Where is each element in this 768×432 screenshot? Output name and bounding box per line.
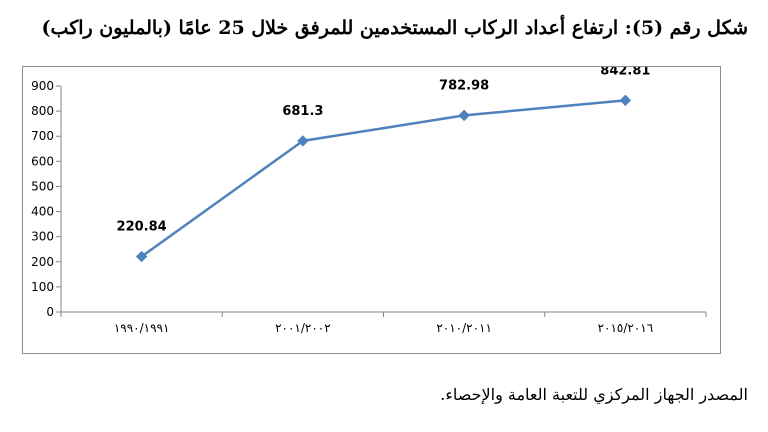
series-line [140, 99, 626, 258]
data-point-marker [619, 94, 632, 107]
data-label: 842.81 [600, 67, 650, 78]
chart-area: 0 100 200 300 400 500 600 700 800 900 ١٩٩٠/١٩٩١ ٢٠٠… [22, 63, 721, 354]
y-tick-label: 300 [31, 230, 54, 244]
y-tick-label: 600 [31, 154, 54, 168]
x-tick-label: ١٩٩٠/١٩٩١ [114, 321, 170, 335]
x-tick-label: ٢٠١٥/٢٠١٦ [598, 321, 654, 335]
source-note: المصدر الجهاز المركزي للتعبة العامة والإ… [440, 385, 748, 404]
y-tick-label: 900 [31, 79, 54, 93]
chart-title: شكل رقم (5): ارتفاع أعداد الركاب المستخد… [41, 17, 748, 39]
y-tick-label: 0 [46, 305, 54, 319]
y-tick-label: 500 [31, 179, 54, 193]
y-tick-label: 200 [31, 255, 54, 269]
line-chart: 0 100 200 300 400 500 600 700 800 900 ١٩٩٠/١٩٩١ ٢٠٠… [31, 63, 707, 335]
data-label: 681.3 [282, 104, 323, 119]
data-label: 782.98 [439, 78, 489, 93]
y-tick-label: 800 [31, 104, 54, 118]
x-tick-label: ٢٠١٠/٢٠١١ [436, 321, 492, 335]
data-point-marker [458, 109, 470, 122]
y-tick-label: 700 [31, 129, 54, 143]
x-tick-label: ٢٠٠١/٢٠٠٢ [275, 321, 331, 335]
data-point-marker [297, 135, 309, 147]
data-label: 220.84 [117, 220, 167, 235]
y-tick-label: 100 [31, 280, 54, 294]
data-point-marker [135, 250, 148, 263]
y-tick-label: 400 [31, 205, 54, 219]
